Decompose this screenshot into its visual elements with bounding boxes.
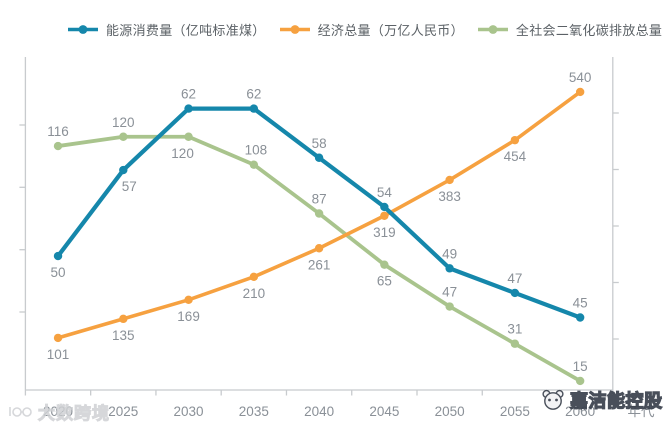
data-label: 31 [507,322,522,337]
x-tick-label: 2060 [565,404,595,419]
data-label: 57 [122,179,137,194]
data-point [510,288,520,298]
data-label: 120 [171,146,194,161]
co2-series-marker-icon [477,25,508,34]
data-label: 65 [377,274,392,289]
data-label: 169 [177,309,200,324]
data-label: 540 [569,70,592,85]
data-point [53,141,63,151]
data-point [249,272,259,282]
economy-series-marker-icon [279,25,310,34]
data-label: 120 [112,115,135,130]
data-point [314,244,324,253]
data-label: 319 [373,225,396,240]
data-label: 135 [112,328,135,343]
x-tick-label: 2045 [369,404,399,419]
data-label: 62 [181,87,196,102]
legend-item-economy: 经济总量（万亿人民币） [279,20,464,39]
data-label: 210 [243,286,266,301]
energy-series-marker-icon [68,25,98,34]
x-tick-label: 2035 [239,404,269,419]
legend-label-co2: 全社会二氧化碳排放总量（亿吨） [515,23,665,38]
legend-label-economy: 经济总量（万亿人民币） [317,23,464,38]
legend-item-co2: 全社会二氧化碳排放总量（亿吨） [477,20,665,39]
data-label: 62 [246,87,261,102]
data-label: 108 [245,143,268,158]
data-point [575,376,585,386]
x-tick-label: 2040 [304,404,334,419]
data-point [314,209,324,218]
data-point [510,135,520,145]
data-point [445,302,454,311]
data-label: 47 [442,285,457,300]
x-tick-label: 2020 [43,404,73,419]
data-point [53,333,63,343]
x-tick-label: 2030 [174,404,204,419]
data-point [53,251,63,261]
data-point [184,132,193,141]
data-point [575,313,585,322]
data-point [445,175,454,185]
data-label: 47 [507,271,522,286]
data-point [119,165,128,175]
data-label: 50 [51,265,66,280]
data-point [445,264,454,273]
x-tick-label: 2025 [108,404,138,419]
data-label: 45 [573,296,588,311]
data-point [249,104,259,113]
data-point [184,104,193,113]
data-label: 454 [504,149,527,164]
legend-label-energy: 能源消费量（亿吨标准煤） [106,23,266,38]
x-axis-title: 年代 [628,404,656,419]
x-tick-label: 2055 [500,404,530,419]
data-point [119,132,128,141]
data-point [575,87,585,97]
data-label: 261 [308,257,331,272]
data-label: 15 [573,359,588,374]
data-point [380,260,389,269]
data-label: 54 [377,185,393,200]
data-point [119,314,128,324]
data-point [380,211,389,220]
data-point [249,160,259,169]
chart-legend: 能源消费量（亿吨标准煤） 经济总量（万亿人民币） 全社会二氧化碳排放总量（亿吨） [68,20,665,39]
data-point [314,153,324,162]
legend-item-energy: 能源消费量（亿吨标准煤） [68,20,266,39]
data-label: 101 [47,347,70,362]
data-label: 87 [312,192,327,207]
data-label: 383 [438,189,461,204]
data-point [380,202,389,212]
x-tick-label: 2050 [435,404,465,419]
data-label: 116 [47,124,69,139]
data-label: 58 [312,136,327,151]
data-point [510,339,520,348]
data-label: 49 [442,246,457,261]
data-point [184,295,193,305]
